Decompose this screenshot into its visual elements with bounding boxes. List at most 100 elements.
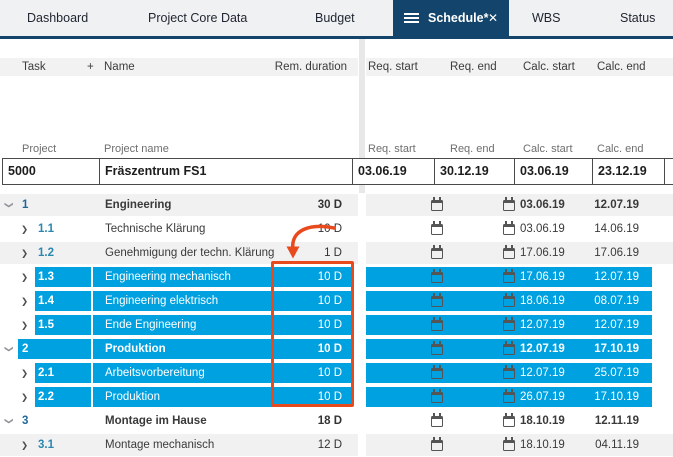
calendar-icon[interactable] xyxy=(431,341,443,355)
tab-wbs[interactable]: WBS xyxy=(532,11,561,25)
chevron-right-icon[interactable]: ❯ xyxy=(21,368,29,378)
calendar-icon[interactable] xyxy=(431,269,443,283)
tab-dashboard[interactable]: Dashboard xyxy=(27,11,89,25)
calendar-icon[interactable] xyxy=(431,317,443,331)
project-calc-end-field[interactable]: 23.12.19 xyxy=(592,158,665,185)
tab-status[interactable]: Status xyxy=(620,11,656,25)
calc-end-value: 17.10.19 xyxy=(594,391,639,403)
tab-project-core-data[interactable]: Project Core Data xyxy=(148,11,248,25)
chevron-right-icon[interactable]: ❯ xyxy=(21,392,29,402)
table-row[interactable]: ❯ 1 Engineering 30 D 03.06.19 12.07.19 xyxy=(0,193,673,217)
table-row-highlighted[interactable]: ❯ 2 Produktion 10 D 12.07.19 17.10.19 xyxy=(0,337,673,361)
project-req-end-field[interactable]: 30.12.19 xyxy=(434,158,515,185)
calendar-icon[interactable] xyxy=(431,413,443,427)
table-row-highlighted[interactable]: ❯ 1.4 Engineering elektrisch 10 D 18.06.… xyxy=(0,289,673,313)
rem-duration-value: 10 D xyxy=(317,391,342,403)
task-name: Arbeitsvorbereitung xyxy=(105,367,205,379)
header-name[interactable]: Name xyxy=(104,61,135,73)
task-number: 3 xyxy=(22,415,29,427)
add-column-icon[interactable]: + xyxy=(87,61,94,73)
table-row-highlighted[interactable]: ❯ 2.2 Produktion 10 D 26.07.19 17.10.19 xyxy=(0,385,673,409)
calendar-icon[interactable] xyxy=(503,317,515,331)
rem-duration-value: 30 D xyxy=(317,199,342,211)
calendar-icon[interactable] xyxy=(503,389,515,403)
task-name: Engineering elektrisch xyxy=(105,295,219,307)
calendar-icon[interactable] xyxy=(503,437,515,451)
chevron-right-icon[interactable]: ❯ xyxy=(21,272,29,282)
calendar-icon[interactable] xyxy=(431,221,443,235)
project-extra-field[interactable] xyxy=(664,158,673,185)
header-calc-start[interactable]: Calc. start xyxy=(523,61,575,73)
table-row-highlighted[interactable]: ❯ 1.3 Engineering mechanisch 10 D 17.06.… xyxy=(0,265,673,289)
header-req-end[interactable]: Req. end xyxy=(450,61,497,73)
table-row[interactable]: ❯ 3 Montage im Hause 18 D 18.10.19 12.11… xyxy=(0,409,673,433)
table-row[interactable]: ❯ 1.2 Genehmigung der techn. Klärung 1 D… xyxy=(0,241,673,265)
calendar-icon[interactable] xyxy=(431,197,443,211)
task-number: 2 xyxy=(22,343,29,355)
chevron-right-icon[interactable]: ❯ xyxy=(21,296,29,306)
project-req-start-field[interactable]: 03.06.19 xyxy=(352,158,435,185)
calendar-icon[interactable] xyxy=(503,245,515,259)
chevron-down-icon[interactable]: ❯ xyxy=(4,417,15,425)
task-name: Montage im Hause xyxy=(105,415,207,427)
rem-duration-value: 10 D xyxy=(317,319,342,331)
calc-start-value: 17.06.19 xyxy=(520,271,565,283)
header-req-start[interactable]: Req. start xyxy=(368,61,418,73)
calendar-icon[interactable] xyxy=(431,389,443,403)
task-number: 1 xyxy=(22,199,29,211)
chevron-right-icon[interactable]: ❯ xyxy=(21,224,29,234)
task-number: 1.3 xyxy=(38,271,54,283)
close-icon[interactable]: ✕ xyxy=(487,11,499,25)
project-id-field[interactable]: 5000 xyxy=(2,158,100,185)
task-number: 1.2 xyxy=(38,247,54,259)
chevron-down-icon[interactable]: ❯ xyxy=(4,345,15,353)
task-name: Produktion xyxy=(105,343,166,355)
calc-end-value: 12.07.19 xyxy=(594,319,639,331)
task-number: 3.1 xyxy=(38,439,54,451)
table-header-right xyxy=(366,58,673,76)
tab-budget[interactable]: Budget xyxy=(315,11,355,25)
header-calc-end[interactable]: Calc. end xyxy=(597,61,646,73)
calc-end-value: 14.06.19 xyxy=(594,223,639,235)
rem-duration-value: 10 D xyxy=(317,295,342,307)
table-row[interactable]: ❯ 3.1 Montage mechanisch 12 D 18.10.19 0… xyxy=(0,433,673,457)
calc-start-value: 12.07.19 xyxy=(520,367,565,379)
calendar-icon[interactable] xyxy=(503,269,515,283)
menu-icon[interactable] xyxy=(404,13,419,24)
project-name-field[interactable]: Fräszentrum FS1 xyxy=(99,158,353,185)
calc-end-value: 17.10.19 xyxy=(594,343,639,355)
calendar-icon[interactable] xyxy=(503,365,515,379)
calendar-icon[interactable] xyxy=(431,245,443,259)
header-task[interactable]: Task xyxy=(22,61,46,73)
task-number: 2.2 xyxy=(38,391,54,403)
tab-schedule[interactable]: Schedule* ✕ xyxy=(393,0,509,39)
task-name: Montage mechanisch xyxy=(105,439,215,451)
chevron-right-icon[interactable]: ❯ xyxy=(21,320,29,330)
calc-start-value: 12.07.19 xyxy=(520,319,565,331)
calendar-icon[interactable] xyxy=(503,341,515,355)
calendar-icon[interactable] xyxy=(431,293,443,307)
calendar-icon[interactable] xyxy=(503,413,515,427)
calendar-icon[interactable] xyxy=(431,365,443,379)
chevron-right-icon[interactable]: ❯ xyxy=(21,248,29,258)
calc-end-value: 12.07.19 xyxy=(594,271,639,283)
header-rem-duration[interactable]: Rem. duration xyxy=(274,61,347,73)
table-row[interactable]: ❯ 1.1 Technische Klärung 10 D 03.06.19 1… xyxy=(0,217,673,241)
calendar-icon[interactable] xyxy=(431,437,443,451)
calendar-icon[interactable] xyxy=(503,293,515,307)
project-calc-start-label: Calc. start xyxy=(523,143,573,155)
chevron-down-icon[interactable]: ❯ xyxy=(4,201,15,209)
chevron-right-icon[interactable]: ❯ xyxy=(21,440,29,450)
project-calc-start-field[interactable]: 03.06.19 xyxy=(514,158,593,185)
rem-duration-value: 18 D xyxy=(317,415,342,427)
table-row-highlighted[interactable]: ❯ 2.1 Arbeitsvorbereitung 10 D 12.07.19 … xyxy=(0,361,673,385)
calc-start-value: 03.06.19 xyxy=(520,223,565,235)
table-row-highlighted[interactable]: ❯ 1.5 Ende Engineering 10 D 12.07.19 12.… xyxy=(0,313,673,337)
task-number: 2.1 xyxy=(38,367,54,379)
calendar-icon[interactable] xyxy=(503,197,515,211)
calc-start-value: 18.10.19 xyxy=(520,439,565,451)
calendar-icon[interactable] xyxy=(503,221,515,235)
calc-start-value: 17.06.19 xyxy=(520,247,565,259)
calc-end-value: 04.11.19 xyxy=(595,439,639,451)
tab-bar: Dashboard Project Core Data Budget Sched… xyxy=(0,0,673,39)
